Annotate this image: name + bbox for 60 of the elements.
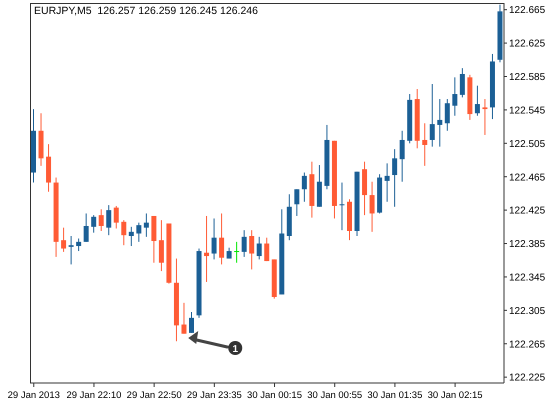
y-tick-label: 122.425 (509, 206, 546, 217)
candlestick (482, 98, 488, 136)
y-tick-label: 122.345 (509, 272, 546, 284)
candlestick (84, 212, 89, 242)
candlestick (189, 312, 194, 334)
x-tick-label: 30 Jan 01:35 (367, 390, 422, 401)
y-tick-label: 122.505 (509, 138, 546, 150)
y-tick-label: 122.225 (509, 372, 546, 384)
candlestick (144, 212, 149, 238)
candlestick (98, 208, 104, 232)
y-tick-label: 122.305 (509, 306, 546, 317)
candlestick (302, 172, 307, 202)
candlestick (474, 85, 480, 116)
y-tick-label: 122.545 (509, 105, 546, 116)
candlestick (294, 188, 300, 216)
candlestick (114, 205, 119, 229)
x-tick-label: 30 Jan 02:15 (428, 390, 483, 401)
x-tick-label: 29 Jan 2013 (8, 390, 60, 401)
candlestick (158, 220, 164, 272)
candlestick (370, 181, 375, 232)
candlestick (444, 98, 450, 132)
x-tick-label: 30 Jan 00:55 (307, 390, 362, 401)
candlestick (128, 226, 134, 247)
candlestick (392, 148, 398, 208)
candlestick (430, 84, 435, 148)
y-tick-label: 122.385 (509, 239, 546, 250)
candlestick (384, 162, 390, 202)
candlestick (106, 204, 112, 236)
candlestick (256, 236, 262, 260)
x-tick-label: 30 Jan 00:15 (247, 390, 302, 401)
candlestick (339, 182, 344, 231)
candlestick (76, 238, 82, 252)
y-tick-label: 122.665 (509, 5, 546, 16)
candlestick (437, 98, 442, 148)
candlestick (136, 222, 142, 242)
candlestick (121, 220, 126, 246)
candlestick (400, 130, 405, 182)
x-tick-label: 29 Jan 23:35 (186, 390, 242, 401)
candlestick (204, 215, 210, 282)
candlestick (264, 237, 270, 262)
y-tick-label: 122.265 (509, 339, 546, 350)
candlestick (460, 68, 465, 98)
candlestick (242, 230, 247, 258)
candlestick (181, 302, 186, 334)
x-tick-label: 29 Jan 22:10 (66, 390, 122, 401)
y-tick-label: 122.585 (509, 72, 546, 84)
annotation: 1 (232, 344, 238, 355)
y-tick-label: 122.625 (509, 38, 546, 50)
candlestick (68, 236, 74, 265)
candlestick (249, 230, 254, 270)
candlestick (219, 212, 224, 265)
x-tick-label: 29 Jan 22:50 (126, 390, 182, 401)
chart-title: EURJPY,M5 126.257 126.259 126.245 126.246 (34, 5, 258, 17)
candlestick (422, 122, 428, 166)
candlestick (234, 241, 240, 264)
candlestick (91, 214, 96, 234)
candlestick (212, 218, 217, 260)
candlestick (61, 227, 66, 252)
candlestick (452, 76, 458, 116)
y-tick-label: 122.465 (509, 172, 546, 184)
